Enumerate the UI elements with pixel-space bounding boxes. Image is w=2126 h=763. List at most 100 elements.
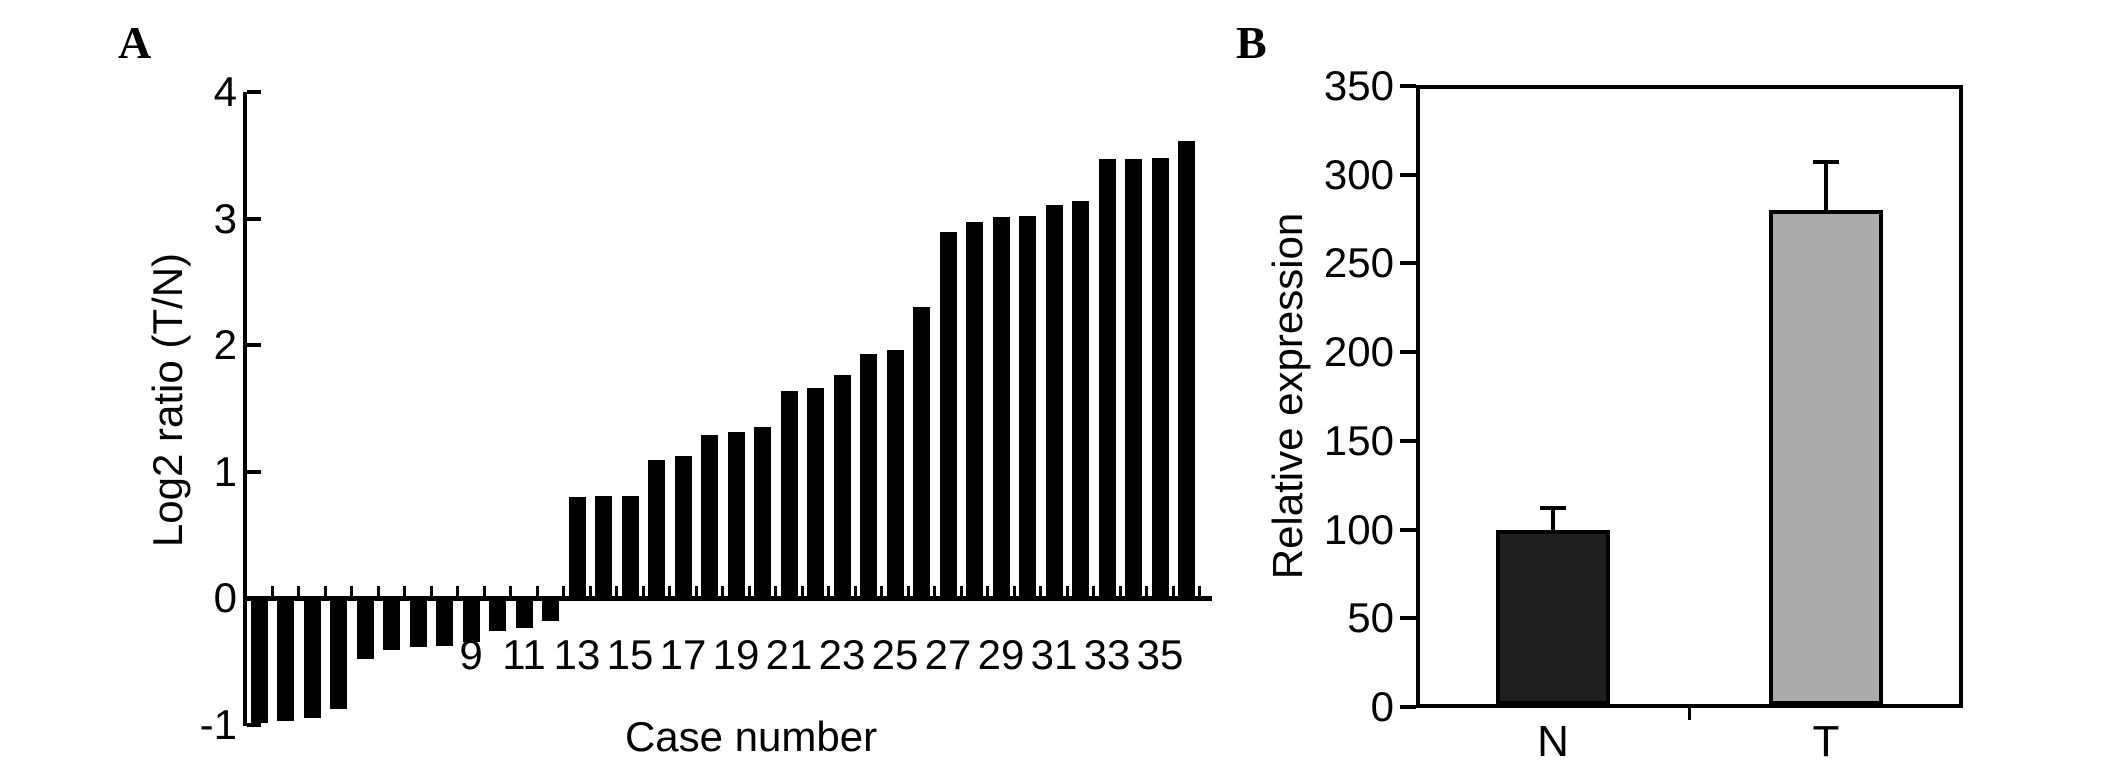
panel-a-x-tick-label: 27 [924,631,972,678]
panel-a-x-tick [1065,586,1069,596]
panel-a-y-tick [247,90,261,94]
panel-b-x-tick-label-t: T [1812,717,1840,763]
panel-a-bar-case-20 [754,427,771,600]
panel-a-x-tick [1039,586,1043,596]
panel-a-x-tick [1171,586,1175,596]
panel-a-y-tick-label: 3 [213,194,237,242]
panel-b-y-tick-label: 50 [1347,594,1394,642]
panel-a-bar-case-15 [621,495,639,600]
panel-a-x-tick-label: 15 [606,631,654,678]
panel-a-x-tick [376,586,380,596]
panel-b-y-tick [1400,616,1416,621]
panel-b-bar-t [1769,210,1883,705]
panel-a-bar-case-21 [780,390,798,600]
panel-a-y-tick [247,722,261,727]
panel-a-bar-case-11 [515,597,533,629]
panel-a-x-tick [429,586,433,596]
panel-a-x-tick-label: 9 [459,631,483,678]
panel-a-y-tick [247,216,261,221]
panel-a-x-tick [747,586,751,596]
panel-a-x-tick [933,586,937,596]
panel-a-zero-line [243,595,1212,601]
panel-a-y-tick [247,343,261,347]
panel-b-y-tick [1400,172,1416,177]
panel-b: B Relative expression 350 300 250 200 150 100… [1230,0,2126,763]
panel-b-y-tick-label: 150 [1323,416,1394,464]
panel-a-x-tick-label: 35 [1136,631,1184,678]
panel-a-bar-case-2 [277,597,294,721]
panel-a-bar-case-1 [250,597,268,724]
panel-a-bar-case-26 [913,307,930,600]
panel-a-x-tick [297,586,301,596]
panel-a-bar-case-31 [1045,204,1063,600]
panel-b-error-cap-t [1813,160,1839,165]
panel-a-bar-case-24 [860,353,877,600]
panel-a-x-tick [774,586,778,596]
panel-a-x-tick [800,586,804,596]
panel-b-y-tick [1400,350,1416,355]
panel-a-x-tick [986,586,990,596]
panel-b-error-whisker-t [1824,162,1828,211]
panel-b-y-tick [1400,527,1416,532]
panel-a-x-tick-label: 33 [1083,631,1131,678]
panel-a-x-tick [1198,586,1202,596]
panel-a-y-axis-line [243,92,247,726]
panel-b-x-boundary-tick [1688,708,1691,720]
panel-b-y-tick-label: 200 [1323,328,1394,376]
panel-b-bar-n [1496,529,1610,705]
panel-b-y-tick-label: 250 [1323,239,1394,287]
panel-a-x-tick-label: 19 [712,631,760,678]
panel-b-letter: B [1236,17,1267,68]
panel-a-bar-case-27 [939,232,957,600]
panel-a-y-tick-label: -1 [199,700,237,748]
panel-a-x-tick [1092,586,1096,596]
panel-a-x-tick [403,586,407,596]
panel-a-bar-case-13 [568,496,586,600]
panel-a-bar-case-4 [330,597,347,710]
panel-a-bar-case-19 [727,432,745,600]
panel-a-x-tick [1012,586,1016,596]
panel-a-y-tick-label: 0 [213,574,237,621]
panel-a-x-tick [959,586,963,596]
panel-a-y-tick-label: 1 [213,447,237,495]
panel-a-x-tick [270,586,274,596]
panel-a-bar-case-9 [462,597,480,643]
panel-a-bar-case-10 [489,597,506,631]
panel-b-x-tick-label-n: N [1537,717,1569,763]
panel-b-error-whisker-n [1551,508,1555,530]
panel-b-plot-frame [1416,85,1963,708]
panel-b-y-tick [1400,261,1416,266]
panel-a-x-tick [509,586,513,596]
panel-a-x-tick [1145,586,1149,596]
panel-a-bar-case-34 [1125,159,1142,600]
panel-a-bar-case-25 [886,350,904,600]
panel-a-x-tick [694,586,698,596]
panel-a-x-tick [853,586,857,596]
panel-a-bar-case-22 [807,388,824,600]
panel-a-x-tick [323,586,327,596]
panel-a-x-tick [880,586,884,596]
panel-a-plot-area: 4 3 2 1 0 -1 9 11 13 15 17 19 21 23 25 27 29 31 33 35 [199,68,1212,748]
panel-a-x-tick [562,586,566,596]
panel-a-x-tick [588,586,592,596]
panel-a-bar-case-30 [1019,215,1036,600]
panel-a-x-tick-label: 23 [818,631,866,678]
panel-a-x-tick [350,586,354,596]
panel-a-bar-case-3 [303,597,321,719]
panel-a-bar-case-8 [436,597,453,647]
panel-b-error-cap-n [1540,506,1566,511]
panel-a: A Log2 ratio (T/N) Case number 4 3 2 1 0 -1 9 1… [118,20,1212,758]
panel-a-x-tick [1118,586,1122,596]
panel-a-bar-case-12 [542,597,559,621]
panel-a-x-tick [668,586,672,596]
panel-a-bar-case-35 [1151,157,1169,600]
panel-a-x-tick-label: 13 [553,631,601,678]
panel-a-bar-case-29 [992,217,1010,600]
panel-a-bar-case-7 [409,597,427,648]
panel-b-y-tick-label: 0 [1370,683,1394,730]
panel-a-y-tick-label: 4 [213,68,237,115]
panel-b-y-tick-label: 350 [1323,62,1394,109]
panel-a-x-tick-label: 25 [871,631,919,678]
panel-b-y-tick [1400,705,1416,709]
